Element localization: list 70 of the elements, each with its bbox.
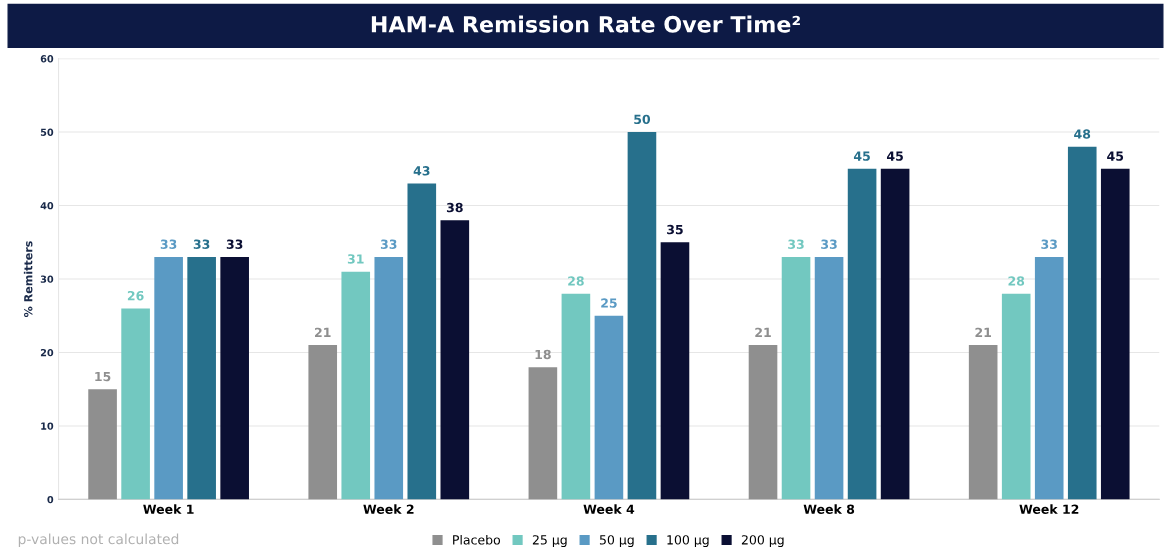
legend-label: Placebo: [453, 534, 501, 545]
data-label: 25: [601, 298, 617, 308]
data-label: 33: [380, 239, 397, 249]
data-label: 28: [568, 276, 584, 286]
bar: [781, 256, 811, 500]
bar: [660, 242, 690, 500]
data-label: 38: [446, 202, 463, 213]
bar: [341, 271, 371, 500]
y-tick-label: 60: [40, 55, 54, 63]
bar: [1067, 146, 1097, 500]
chart-title: HAM-A Remission Rate Over Time²: [371, 15, 800, 33]
x-tick-label: Week 4: [583, 504, 635, 514]
data-label: 35: [667, 224, 683, 235]
data-label: 15: [95, 371, 111, 382]
bar: [847, 168, 877, 500]
data-label: 33: [788, 239, 804, 249]
data-label: 45: [886, 151, 903, 161]
y-tick-label: 40: [40, 202, 54, 210]
legend-label: 200 µg: [741, 535, 784, 547]
y-tick-label: 30: [40, 275, 54, 283]
bar: [594, 315, 624, 500]
bar: [1001, 293, 1031, 500]
x-tick-label: Week 8: [803, 504, 855, 514]
legend-label: 50 µg: [599, 535, 634, 547]
data-label: 28: [1008, 276, 1025, 286]
y-tick-label: 20: [40, 348, 54, 357]
x-tick-label: Week 12: [1019, 504, 1079, 514]
bar: [561, 293, 591, 500]
data-label: 43: [413, 166, 430, 176]
data-label: 31: [347, 254, 364, 264]
legend-label: 100 µg: [667, 535, 709, 547]
bar: [627, 132, 657, 500]
x-tick-label: Week 2: [363, 504, 414, 514]
data-label: 26: [127, 290, 144, 301]
bar: [187, 256, 216, 500]
data-label: 50: [634, 114, 651, 125]
bar: [748, 345, 778, 500]
y-tick-label: 0: [47, 495, 54, 504]
bar: [220, 256, 249, 500]
data-label: 33: [193, 239, 210, 249]
bar: [880, 168, 910, 500]
bar: [374, 256, 404, 500]
bar: [440, 220, 470, 500]
y-tick-label: 50: [40, 128, 54, 136]
data-label: 45: [1107, 151, 1124, 161]
data-label: 33: [160, 239, 177, 249]
bar: [1100, 168, 1130, 500]
data-label: 21: [975, 327, 992, 337]
text: p-values not calculated: [18, 533, 179, 547]
data-label: 33: [226, 239, 243, 249]
bar: [528, 367, 558, 500]
data-label: 33: [821, 239, 837, 249]
data-label: 48: [1074, 129, 1091, 139]
data-label: 45: [853, 151, 870, 161]
data-label: 21: [755, 327, 771, 337]
data-label: 33: [1041, 239, 1057, 249]
bar: [407, 183, 437, 500]
bar: [1034, 256, 1064, 500]
bar: [308, 345, 338, 500]
legend-label: 25 µg: [532, 535, 567, 547]
bar: [814, 256, 844, 500]
bar: [121, 308, 150, 500]
x-tick-label: Week 1: [143, 504, 194, 514]
data-label: 18: [535, 349, 551, 360]
data-label: 21: [315, 327, 331, 337]
bar: [968, 345, 998, 500]
bar: [154, 256, 183, 500]
bar: [88, 389, 117, 500]
y-tick-label: 10: [41, 422, 54, 430]
y-axis-title: % Remitters: [23, 241, 33, 318]
